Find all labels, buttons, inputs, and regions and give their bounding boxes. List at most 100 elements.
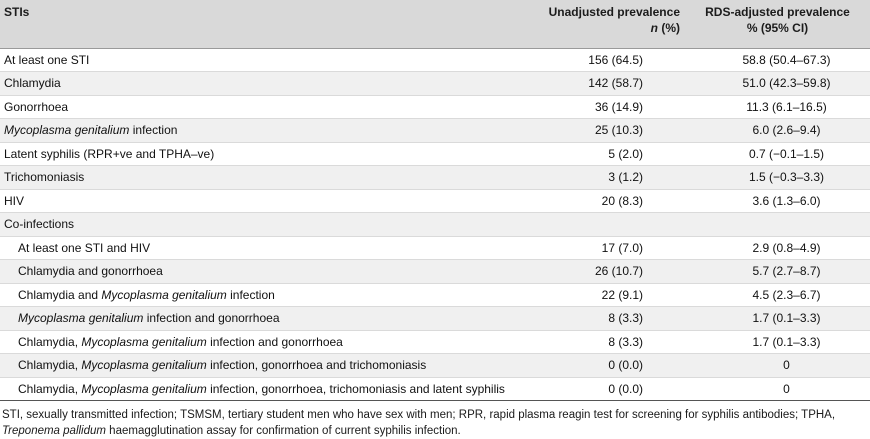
row-label: Mycoplasma genitalium infection	[0, 118, 515, 143]
row-label-text: At least one STI and HIV	[18, 240, 151, 255]
rds-adjusted-value: 2.9 (0.8–4.9)	[685, 236, 870, 260]
table-row: Mycoplasma genitalium infection 25 (10.3)…	[0, 118, 870, 143]
table-row: Chlamydia, Mycoplasma genitalium infecti…	[0, 330, 870, 354]
unadjusted-value: 3 (1.2)	[515, 165, 685, 190]
row-label: Chlamydia	[0, 71, 515, 96]
table-row: Trichomoniasis 3 (1.2) 1.5 (−0.3–3.3)	[0, 165, 870, 190]
unadjusted-value: 26 (10.7)	[515, 259, 685, 284]
footnote-line1: STI, sexually transmitted infection; TSM…	[2, 409, 836, 421]
rds-adjusted-value: 6.0 (2.6–9.4)	[685, 118, 870, 143]
table-row: HIV 20 (8.3) 3.6 (1.3–6.0)	[0, 189, 870, 213]
rds-adjusted-value: 0.7 (−0.1–1.5)	[685, 142, 870, 166]
row-label-text: At least one STI	[4, 52, 90, 67]
row-label: Latent syphilis (RPR+ve and TPHA–ve)	[0, 142, 515, 166]
header-rds-line2: % (95% CI)	[746, 21, 809, 35]
header-unadjusted-line2: n (%)	[519, 20, 680, 36]
header-row: STIs Unadjusted prevalence n (%) RDS-adj…	[0, 0, 870, 49]
row-label-text: Gonorrhoea	[4, 99, 69, 114]
table-row: Chlamydia, Mycoplasma genitalium infecti…	[0, 353, 870, 378]
rds-adjusted-value: 4.5 (2.3–6.7)	[685, 283, 870, 307]
row-label-text: Chlamydia	[4, 76, 61, 91]
unadjusted-value: 142 (58.7)	[515, 71, 685, 96]
row-label: Gonorrhoea	[0, 95, 515, 119]
row-label: Trichomoniasis	[0, 165, 515, 190]
sti-prevalence-table: STIs Unadjusted prevalence n (%) RDS-adj…	[0, 0, 870, 401]
row-label: Chlamydia and Mycoplasma genitalium infe…	[0, 283, 515, 307]
row-label: Chlamydia, Mycoplasma genitalium infecti…	[0, 377, 515, 401]
table-row: Mycoplasma genitalium infection and gono…	[0, 306, 870, 331]
table-row: Chlamydia, Mycoplasma genitalium infecti…	[0, 377, 870, 401]
unadjusted-value: 0 (0.0)	[515, 353, 685, 378]
unadjusted-value	[515, 212, 685, 237]
row-label: Mycoplasma genitalium infection and gono…	[0, 306, 515, 331]
rds-adjusted-value: 1.7 (0.1–3.3)	[685, 306, 870, 331]
row-label-text: Chlamydia and	[18, 287, 102, 302]
header-unadjusted: Unadjusted prevalence n (%)	[515, 0, 685, 49]
unadjusted-value: 8 (3.3)	[515, 330, 685, 354]
header-unadjusted-line1: Unadjusted prevalence	[548, 5, 680, 19]
table-row: Chlamydia and gonorrhoea 26 (10.7) 5.7 (2.…	[0, 259, 870, 284]
row-label-suffix: infection and gonorrhoea	[206, 334, 343, 349]
table-row: Co-infections	[0, 212, 870, 237]
table-body: At least one STI 156 (64.5) 58.8 (50.4–67.…	[0, 48, 870, 401]
table-row: Chlamydia and Mycoplasma genitalium infe…	[0, 283, 870, 307]
rds-adjusted-value: 3.6 (1.3–6.0)	[685, 189, 870, 213]
row-label-text: Latent syphilis (RPR+ve and TPHA–ve)	[4, 146, 215, 161]
rds-adjusted-value: 1.5 (−0.3–3.3)	[685, 165, 870, 190]
row-label: Chlamydia and gonorrhoea	[0, 259, 515, 284]
row-label-suffix: infection	[129, 123, 178, 138]
table-row: Latent syphilis (RPR+ve and TPHA–ve) 5 (2…	[0, 142, 870, 166]
row-label: Chlamydia, Mycoplasma genitalium infecti…	[0, 330, 515, 354]
row-label: HIV	[0, 189, 515, 213]
unadjusted-value: 25 (10.3)	[515, 118, 685, 143]
row-label-text: Chlamydia,	[18, 381, 82, 396]
rds-adjusted-value: 0	[685, 377, 870, 401]
row-label-text: Co-infections	[4, 217, 75, 232]
row-label-text: HIV	[4, 193, 25, 208]
row-label-text: Chlamydia,	[18, 334, 82, 349]
rds-adjusted-value: 58.8 (50.4–67.3)	[685, 48, 870, 72]
row-label: At least one STI and HIV	[0, 236, 515, 260]
table-row: Chlamydia 142 (58.7) 51.0 (42.3–59.8)	[0, 71, 870, 96]
footnote-rest: haemagglutination assay for confirmation…	[105, 425, 461, 437]
row-label-italic: Mycoplasma genitalium	[101, 287, 227, 302]
table-header: STIs Unadjusted prevalence n (%) RDS-adj…	[0, 0, 870, 49]
unadjusted-value: 22 (9.1)	[515, 283, 685, 307]
row-label: Co-infections	[0, 212, 515, 237]
footnote-line2: Treponema pallidum haemagglutination ass…	[2, 423, 868, 439]
table-row: At least one STI and HIV 17 (7.0) 2.9 (0.8…	[0, 236, 870, 260]
header-n-symbol: n	[650, 21, 658, 35]
unadjusted-value: 8 (3.3)	[515, 306, 685, 331]
header-stis: STIs	[0, 0, 515, 49]
unadjusted-value: 0 (0.0)	[515, 377, 685, 401]
row-label-suffix: infection	[226, 287, 275, 302]
rds-adjusted-value: 5.7 (2.7–8.7)	[685, 259, 870, 284]
unadjusted-value: 156 (64.5)	[515, 48, 685, 72]
header-rds-line1: RDS-adjusted prevalence	[705, 5, 850, 19]
unadjusted-value: 17 (7.0)	[515, 236, 685, 260]
row-label-italic: Mycoplasma genitalium	[81, 334, 207, 349]
footnote-italic: Treponema pallidum	[2, 425, 106, 437]
rds-adjusted-value: 51.0 (42.3–59.8)	[685, 71, 870, 96]
rds-adjusted-value	[685, 212, 870, 237]
row-label-italic: Mycoplasma genitalium	[4, 123, 130, 138]
row-label-suffix: infection and gonorrhoea	[143, 311, 280, 326]
table-footnote: STI, sexually transmitted infection; TSM…	[0, 401, 870, 439]
table-row: Gonorrhoea 36 (14.9) 11.3 (6.1–16.5)	[0, 95, 870, 119]
rds-adjusted-value: 1.7 (0.1–3.3)	[685, 330, 870, 354]
row-label: Chlamydia, Mycoplasma genitalium infecti…	[0, 353, 515, 378]
header-rds-adjusted: RDS-adjusted prevalence % (95% CI)	[685, 0, 870, 49]
row-label-italic: Mycoplasma genitalium	[81, 358, 207, 373]
unadjusted-value: 20 (8.3)	[515, 189, 685, 213]
unadjusted-value: 5 (2.0)	[515, 142, 685, 166]
row-label-text: Chlamydia and gonorrhoea	[18, 264, 163, 279]
row-label-italic: Mycoplasma genitalium	[81, 381, 207, 396]
row-label-suffix: infection, gonorrhoea, trichomoniasis an…	[206, 381, 505, 396]
rds-adjusted-value: 11.3 (6.1–16.5)	[685, 95, 870, 119]
unadjusted-value: 36 (14.9)	[515, 95, 685, 119]
row-label: At least one STI	[0, 48, 515, 72]
row-label-suffix: infection, gonorrhoea and trichomoniasis	[206, 358, 427, 373]
table-row: At least one STI 156 (64.5) 58.8 (50.4–67.…	[0, 48, 870, 72]
row-label-text: Chlamydia,	[18, 358, 82, 373]
